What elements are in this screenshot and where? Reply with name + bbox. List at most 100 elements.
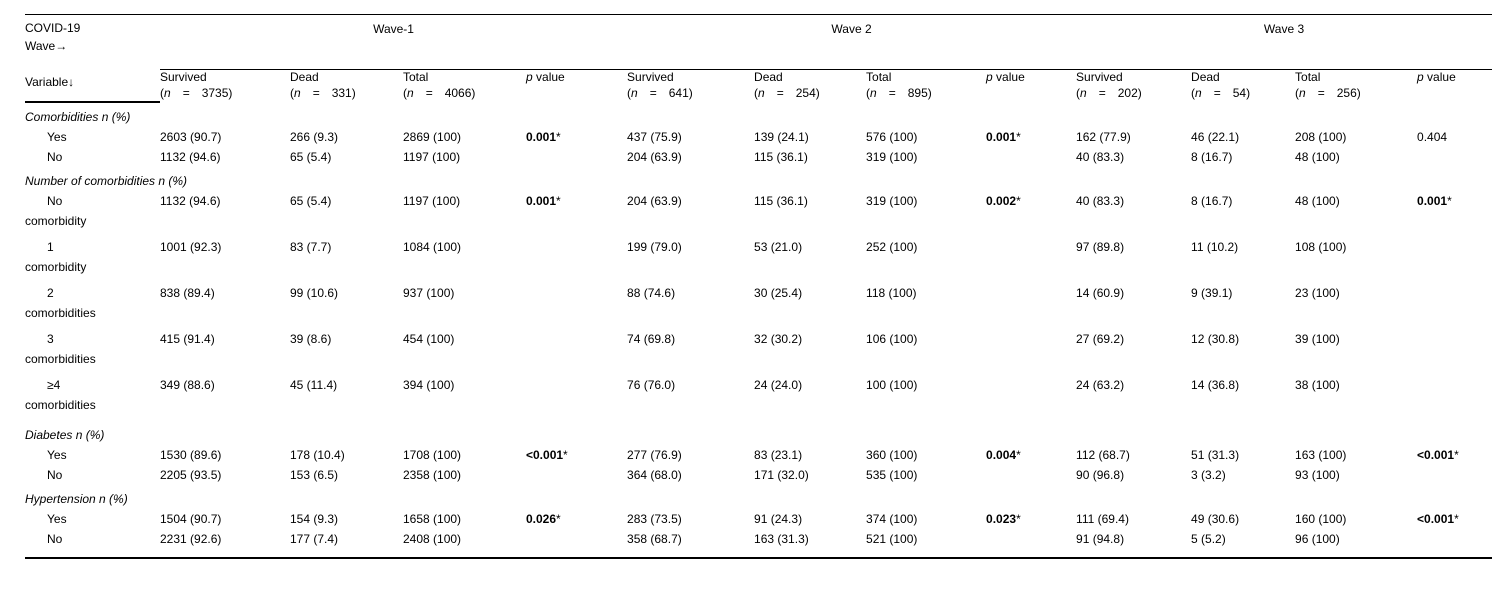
table-row: Yes 1530 (89.6) 178 (10.4) 1708 (100) <0.001… <box>25 445 1492 465</box>
value-cell: 115 (36.1) <box>754 194 808 208</box>
value-cell: 5 (5.2) <box>1191 532 1226 546</box>
row-label: ≥4 comorbidities <box>25 378 96 412</box>
value-cell: 3 (3.2) <box>1191 468 1226 482</box>
value-cell: 2358 (100) <box>403 468 462 482</box>
value-cell: 1658 (100) <box>403 512 462 526</box>
value-cell: 97 (89.8) <box>1076 240 1125 254</box>
row-label: 2 comorbidities <box>25 286 96 320</box>
value-cell: 319 (100) <box>866 150 918 164</box>
value-cell: 45 (11.4) <box>290 378 338 392</box>
value-cell: 24 (24.0) <box>754 378 803 392</box>
column-n-count: (n = 3735) <box>160 86 233 100</box>
p-value-cell <box>1417 465 1492 485</box>
covid-waves-table-container: COVID-19 Wave→ Variable↓ Wave-1 Wave 2 Wav… <box>25 14 1493 559</box>
p-value-cell <box>986 329 1076 375</box>
column-label: p value <box>526 70 565 84</box>
value-cell: 838 (89.4) <box>160 286 215 300</box>
table-row: No 2231 (92.6) 177 (7.4) 2408 (100) 358 (68.… <box>25 529 1492 558</box>
column-header-dead: Dead (n = 54) <box>1191 70 1295 103</box>
value-cell: 99 (10.6) <box>290 286 339 300</box>
value-cell: 163 (31.3) <box>754 532 809 546</box>
section-header: Diabetes n (%) <box>25 428 105 442</box>
table-row: No 1132 (94.6) 65 (5.4) 1197 (100) 204 (63.9… <box>25 147 1492 167</box>
table-row: Yes 1504 (90.7) 154 (9.3) 1658 (100) 0.026* 2… <box>25 509 1492 529</box>
section-header-row: Diabetes n (%) <box>25 421 1492 445</box>
value-cell: 23 (100) <box>1295 286 1340 300</box>
table-header: COVID-19 Wave→ Variable↓ Wave-1 Wave 2 Wav… <box>25 14 1493 103</box>
value-cell: 46 (22.1) <box>1191 130 1240 144</box>
p-value-cell: <0.001* <box>526 448 568 462</box>
value-cell: 437 (75.9) <box>627 130 682 144</box>
value-cell: 374 (100) <box>866 512 918 526</box>
wave-group-header: Wave 3 <box>1076 14 1493 70</box>
column-label: Dead <box>1191 70 1220 84</box>
column-header-total: Total (n = 895) <box>866 70 986 103</box>
value-cell: 30 (25.4) <box>754 286 803 300</box>
value-cell: 394 (100) <box>403 378 455 392</box>
column-label: Survived <box>627 70 674 84</box>
value-cell: 65 (5.4) <box>290 150 332 164</box>
value-cell: 24 (63.2) <box>1076 378 1125 392</box>
value-cell: 74 (69.8) <box>627 332 676 346</box>
value-cell: 349 (88.6) <box>160 378 215 392</box>
p-value-cell: 0.001* <box>526 194 561 208</box>
value-cell: 53 (21.0) <box>754 240 803 254</box>
column-header-survived: Survived (n = 202) <box>1076 70 1191 103</box>
column-label: Total <box>403 70 429 84</box>
section-header: Hypertension n (%) <box>25 492 128 506</box>
corner-cell: COVID-19 Wave→ Variable↓ <box>25 14 160 103</box>
section-header-row: Comorbidities n (%) <box>25 102 1492 127</box>
column-label: Dead <box>754 70 783 84</box>
value-cell: 2205 (93.5) <box>160 468 222 482</box>
value-cell: 171 (32.0) <box>754 468 809 482</box>
value-cell: 162 (77.9) <box>1076 130 1131 144</box>
value-cell: 1132 (94.6) <box>160 150 221 164</box>
header-wave-row: COVID-19 Wave→ Variable↓ Wave-1 Wave 2 Wav… <box>25 14 1493 103</box>
value-cell: 283 (73.5) <box>627 512 682 526</box>
column-header-survived: Survived (n = 641) <box>627 70 754 103</box>
p-value-cell <box>1417 147 1492 167</box>
column-n-count: (n = 641) <box>627 86 693 100</box>
value-cell: 937 (100) <box>403 286 455 300</box>
column-header-total: Total (n = 256) <box>1295 70 1417 103</box>
row-label: No <box>47 150 63 164</box>
table-row: No 2205 (93.5) 153 (6.5) 2358 (100) 364 (68.… <box>25 465 1492 485</box>
column-label: Survived <box>1076 70 1123 84</box>
p-value-cell <box>526 237 627 283</box>
column-header-total: Total (n = 4066) <box>403 70 526 103</box>
value-cell: 364 (68.0) <box>627 468 682 482</box>
p-value-cell <box>526 529 627 558</box>
value-cell: 1197 (100) <box>403 150 461 164</box>
value-cell: 118 (100) <box>866 286 917 300</box>
column-header-p-value: p value <box>986 70 1076 103</box>
value-cell: 160 (100) <box>1295 512 1347 526</box>
table-row: No comorbidity 1132 (94.6) 65 (5.4) 1197 (10… <box>25 191 1492 237</box>
value-cell: 39 (8.6) <box>290 332 332 346</box>
value-cell: 154 (9.3) <box>290 512 339 526</box>
p-value-cell: 0.001* <box>1417 194 1452 208</box>
value-cell: 1084 (100) <box>403 240 462 254</box>
p-value-cell <box>1417 237 1492 283</box>
column-label: Survived <box>160 70 207 84</box>
value-cell: 39 (100) <box>1295 332 1340 346</box>
section-header: Number of comorbidities n (%) <box>25 174 188 188</box>
value-cell: 111 (69.4) <box>1076 512 1129 526</box>
variable-label: Variable↓ <box>25 75 75 89</box>
value-cell: 14 (60.9) <box>1076 286 1125 300</box>
value-cell: 38 (100) <box>1295 378 1340 392</box>
value-cell: 2231 (92.6) <box>160 532 222 546</box>
value-cell: 2408 (100) <box>403 532 462 546</box>
value-cell: 76 (76.0) <box>627 378 676 392</box>
value-cell: 9 (39.1) <box>1191 286 1233 300</box>
value-cell: 2603 (90.7) <box>160 130 222 144</box>
value-cell: 27 (69.2) <box>1076 332 1125 346</box>
p-value-cell <box>986 375 1076 421</box>
column-header-dead: Dead (n = 331) <box>290 70 403 103</box>
value-cell: 90 (96.8) <box>1076 468 1125 482</box>
row-label: 3 comorbidities <box>25 332 96 366</box>
value-cell: 32 (30.2) <box>754 332 803 346</box>
section-header-row: Hypertension n (%) <box>25 485 1492 509</box>
p-value-cell: 0.001* <box>986 130 1021 144</box>
value-cell: 252 (100) <box>866 240 918 254</box>
table-row: 3 comorbidities 415 (91.4) 39 (8.6) 454 (100… <box>25 329 1492 375</box>
